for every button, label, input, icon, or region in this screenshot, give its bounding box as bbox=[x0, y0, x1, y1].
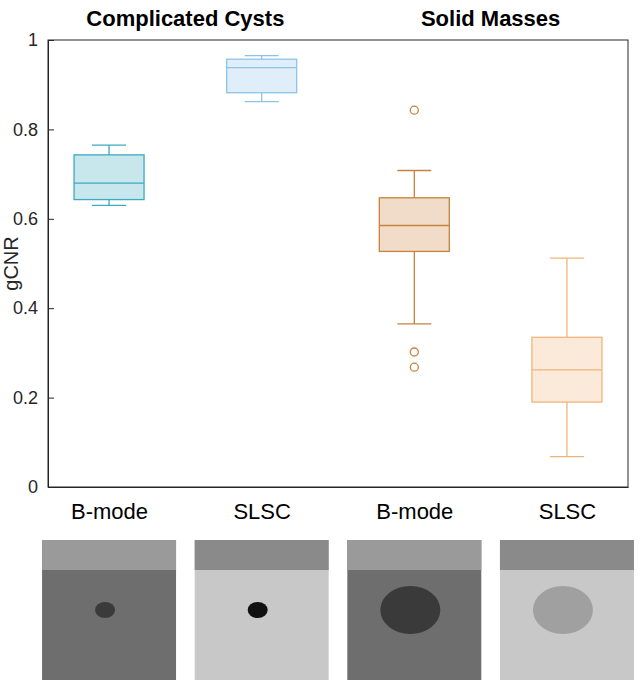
lower-whisker bbox=[108, 200, 109, 206]
x-tick: SLSC bbox=[233, 499, 291, 524]
y-tick-label: 1 bbox=[28, 30, 38, 50]
y-tick-mark bbox=[48, 398, 54, 399]
box bbox=[532, 258, 602, 456]
y-tick-label: 0 bbox=[28, 477, 38, 497]
upper-whisker bbox=[566, 258, 567, 337]
image-background bbox=[42, 540, 176, 680]
lower-cap bbox=[550, 456, 584, 457]
example-image bbox=[500, 540, 634, 680]
box-body bbox=[227, 59, 297, 93]
example-image bbox=[195, 540, 329, 680]
group-title: Solid Masses bbox=[421, 6, 560, 31]
x-tick-label: B-mode bbox=[376, 499, 453, 524]
example-image bbox=[347, 540, 481, 680]
upper-cap bbox=[245, 55, 279, 56]
upper-whisker bbox=[108, 145, 109, 155]
outlier bbox=[410, 106, 418, 114]
image-lesion bbox=[248, 602, 268, 618]
image-background bbox=[195, 540, 329, 680]
x-axis: B-mode SLSC B-mode SLSC bbox=[49, 488, 629, 524]
image-band bbox=[195, 540, 329, 570]
upper-cap bbox=[397, 170, 431, 171]
box bbox=[74, 145, 144, 205]
median bbox=[532, 369, 602, 370]
upper-cap bbox=[550, 257, 584, 258]
y-tick-mark bbox=[48, 308, 54, 309]
lower-cap bbox=[245, 101, 279, 102]
y-tick-label: 0.2 bbox=[13, 388, 38, 408]
outlier bbox=[410, 363, 418, 371]
image-background bbox=[347, 540, 481, 680]
x-axis-line bbox=[49, 487, 629, 488]
y-tick-label: 0.8 bbox=[13, 120, 38, 140]
image-lesion bbox=[95, 602, 115, 618]
y-axis-title: gCNR bbox=[0, 236, 22, 290]
y-tick-mark bbox=[48, 129, 54, 130]
image-lesion bbox=[380, 586, 440, 634]
chart: 0 0.2 0.4 0.6 0.8 1 B-mode SLSC B-mode SLSC gCNR Co… bbox=[0, 0, 640, 686]
image-band bbox=[347, 540, 481, 570]
x-tick-label: SLSC bbox=[539, 499, 597, 524]
lower-whisker bbox=[261, 93, 262, 102]
image-lesion bbox=[533, 586, 593, 634]
median bbox=[379, 225, 449, 226]
image-band bbox=[42, 540, 176, 570]
y-tick-label: 0.4 bbox=[13, 298, 38, 318]
image-background bbox=[500, 540, 634, 680]
lower-cap bbox=[92, 205, 126, 206]
lower-whisker bbox=[414, 251, 415, 323]
x-tick-label: SLSC bbox=[233, 499, 291, 524]
y-tick-mark bbox=[48, 40, 54, 41]
plot-frame bbox=[48, 40, 628, 487]
y-tick: 0.8 bbox=[13, 120, 54, 140]
upper-cap bbox=[92, 144, 126, 145]
lower-whisker bbox=[566, 402, 567, 457]
group-title: Complicated Cysts bbox=[86, 6, 284, 31]
outlier bbox=[410, 348, 418, 356]
y-axis-line bbox=[48, 41, 49, 488]
box-body bbox=[532, 337, 602, 402]
box bbox=[379, 106, 449, 371]
x-tick: B-mode bbox=[71, 499, 148, 524]
box bbox=[227, 56, 297, 102]
y-tick: 0.6 bbox=[13, 209, 54, 229]
boxes bbox=[74, 56, 602, 457]
x-tick: B-mode bbox=[376, 499, 453, 524]
y-tick: 0.4 bbox=[13, 298, 54, 318]
y-tick-mark bbox=[48, 219, 54, 220]
box-body bbox=[74, 155, 144, 200]
y-tick: 1 bbox=[28, 30, 54, 50]
median bbox=[74, 182, 144, 183]
y-tick-label: 0.6 bbox=[13, 209, 38, 229]
x-tick-label: B-mode bbox=[71, 499, 148, 524]
example-image bbox=[42, 540, 176, 680]
lower-cap bbox=[397, 323, 431, 324]
y-tick: 0.2 bbox=[13, 388, 54, 408]
x-tick: SLSC bbox=[539, 499, 597, 524]
image-band bbox=[500, 540, 634, 570]
upper-whisker bbox=[414, 171, 415, 198]
box-body bbox=[379, 198, 449, 252]
median bbox=[227, 67, 297, 68]
